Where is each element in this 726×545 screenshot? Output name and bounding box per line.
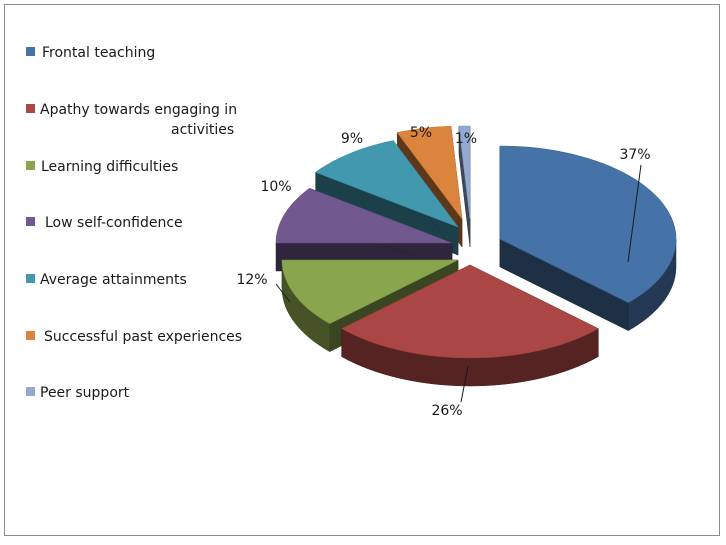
pie-slices xyxy=(275,125,677,387)
legend-label: Frontal teaching xyxy=(42,45,155,61)
legend-marker xyxy=(26,331,35,340)
data-label: 37% xyxy=(619,147,650,163)
legend-marker xyxy=(26,104,35,113)
slice-top xyxy=(499,145,677,304)
legend-marker xyxy=(26,274,35,283)
legend-marker xyxy=(26,47,35,56)
pie-slice xyxy=(341,264,599,387)
pie-slice xyxy=(499,145,677,332)
leader-line xyxy=(275,283,291,303)
data-label: 10% xyxy=(260,179,291,195)
pie-slice xyxy=(458,125,471,248)
slice-top xyxy=(275,187,453,244)
legend-marker xyxy=(26,217,35,226)
legend-marker xyxy=(26,161,35,170)
data-label: 12% xyxy=(236,272,267,288)
slice-top xyxy=(314,140,459,228)
legend-marker xyxy=(26,387,35,396)
slice-top xyxy=(458,125,471,220)
legend-label: Peer support xyxy=(40,385,130,401)
legend-label: Successful past experiences xyxy=(44,329,242,345)
legend-label: Apathy towards engaging in xyxy=(40,102,237,118)
slice-top xyxy=(396,125,463,221)
slice-top xyxy=(341,264,599,359)
legend-label: Learning difficulties xyxy=(41,159,178,175)
slice-top xyxy=(281,259,459,325)
legend-label: Average attainments xyxy=(40,272,187,288)
legend-label: activities xyxy=(171,122,234,138)
legend-label: Low self-confidence xyxy=(45,215,183,231)
legend: Frontal teaching Apathy towards engaging … xyxy=(26,45,242,401)
data-label: 9% xyxy=(341,131,363,147)
leader-line xyxy=(627,164,642,263)
data-label: 5% xyxy=(410,125,432,141)
data-label: 1% xyxy=(455,131,477,147)
data-labels: 37% 26% 12% 10% 9% 5% 1% xyxy=(236,125,650,419)
data-label: 26% xyxy=(431,403,462,419)
leader-line xyxy=(460,365,469,403)
